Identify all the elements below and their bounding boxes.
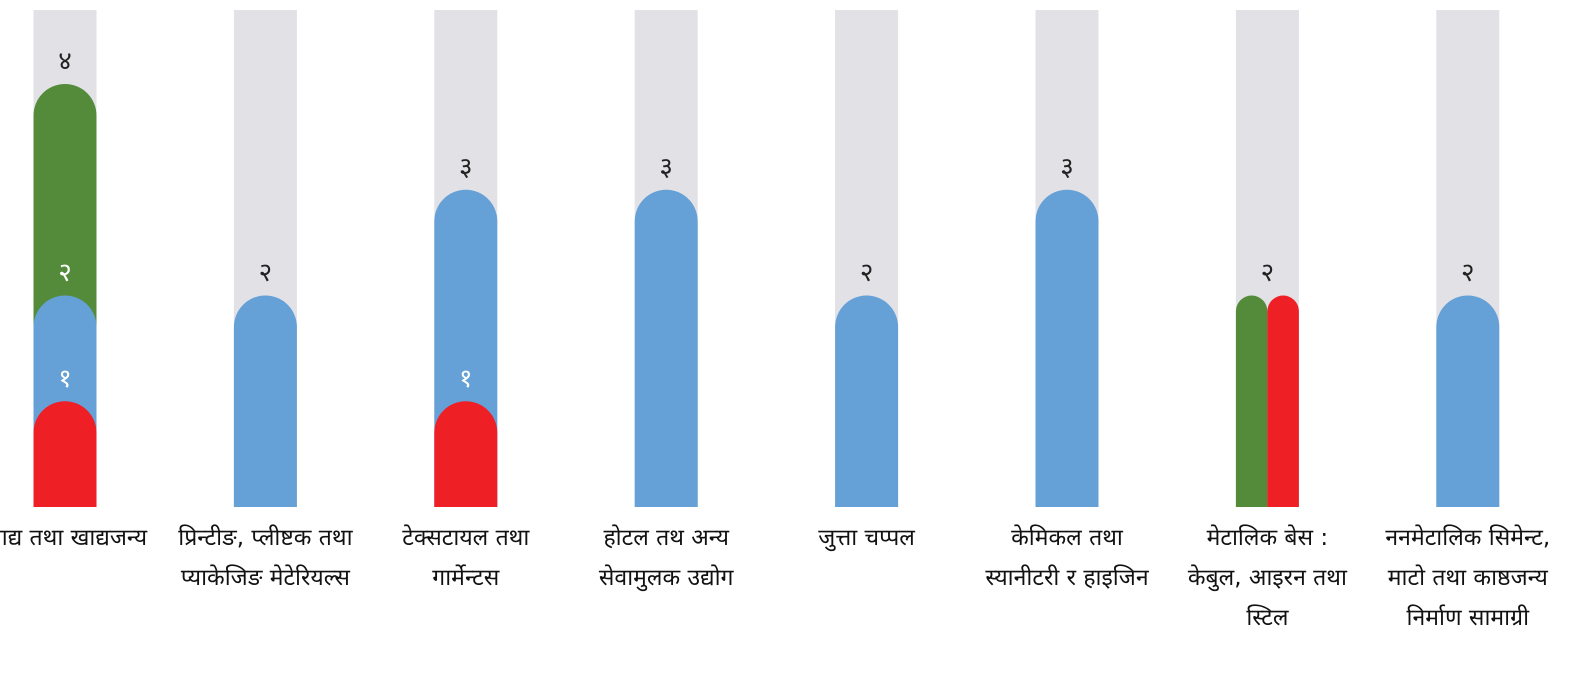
value-label: २ — [1461, 258, 1475, 288]
bar — [1035, 189, 1099, 507]
category-label: होटल तथ अन्य सेवामुलक उद्योग — [598, 525, 734, 591]
value-label: २ — [58, 258, 72, 288]
bar — [233, 295, 297, 507]
category-label: खाद्य तथा खाद्यजन्य — [0, 525, 148, 551]
value-label: २ — [860, 258, 874, 288]
value-label: ३ — [1060, 152, 1074, 182]
value-label: ३ — [459, 152, 473, 182]
category-label: टेक्सटायल तथा गार्मेन्टस — [402, 525, 530, 591]
bar — [835, 295, 899, 507]
bar — [33, 401, 97, 507]
bar — [1436, 295, 1500, 507]
category-label: केमिकल तथा स्यानीटरी र हाइजिन — [985, 525, 1149, 591]
category-label: ननमेटालिक सिमेन्ट, माटो तथा काष्ठजन्य नि… — [1385, 525, 1551, 631]
value-label: २ — [1261, 258, 1275, 288]
value-label: ३ — [659, 152, 673, 182]
chart: ४ २ १ २ ३ १ ३ २ ३ २ २ — [33, 10, 1500, 507]
bar — [634, 189, 698, 507]
bar — [1235, 295, 1268, 507]
value-label: ४ — [58, 47, 72, 77]
bar — [1267, 295, 1299, 507]
value-label: १ — [58, 364, 72, 394]
bar — [434, 401, 498, 507]
value-label: २ — [259, 258, 273, 288]
category-label: मेटालिक बेस : केबुल, आइरन तथा स्टिल — [1187, 525, 1347, 631]
value-label: १ — [459, 364, 473, 394]
category-label: प्रिन्टीङ, प्लीष्टक तथा प्याकेजिङ मेटेरि… — [178, 525, 353, 591]
category-label: जुत्ता चप्पल — [818, 525, 915, 551]
